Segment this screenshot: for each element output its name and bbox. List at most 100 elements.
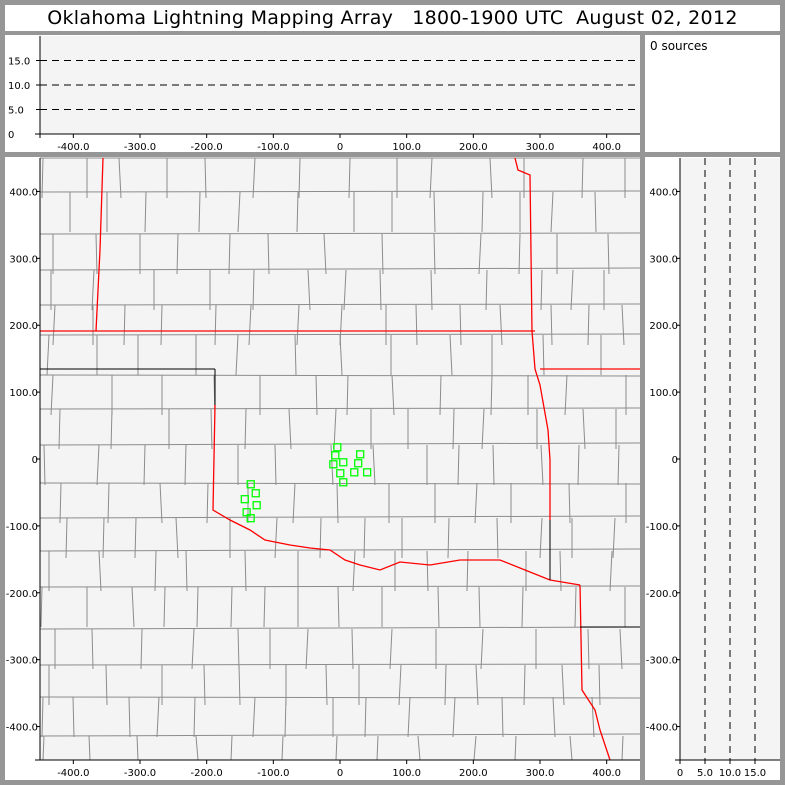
county-line <box>305 628 309 670</box>
county-line <box>39 548 641 552</box>
county-line <box>95 233 98 275</box>
county-line <box>612 517 616 559</box>
county-line <box>196 586 199 628</box>
county-line <box>42 735 45 761</box>
y-tick-label: 0 <box>8 130 14 141</box>
county-line <box>50 374 54 416</box>
state-border <box>579 584 611 761</box>
county-line <box>582 408 586 450</box>
county-line <box>577 444 580 486</box>
county-line <box>281 735 284 761</box>
county-line <box>274 444 277 486</box>
county-line <box>352 550 356 592</box>
station-marker <box>246 480 255 489</box>
y-tick-label: -100.0 <box>646 522 678 533</box>
county-line <box>591 696 595 738</box>
x-tick-label: 100.0 <box>392 142 421 153</box>
county-line <box>91 269 95 311</box>
x-tick-label: -400.0 <box>57 768 89 779</box>
station-marker <box>252 501 261 510</box>
x-tick-label: 5.0 <box>697 768 713 779</box>
county-line <box>41 157 44 199</box>
county-boundaries <box>39 157 641 761</box>
county-line <box>540 444 544 486</box>
county-line <box>140 628 143 670</box>
county-line <box>134 517 137 559</box>
y-tick-label: 15.0 <box>8 57 30 68</box>
x-tick-label: 15.0 <box>744 768 766 779</box>
county-line <box>39 232 641 235</box>
station-marker <box>362 468 372 477</box>
county-line <box>292 482 296 524</box>
y-tick-label: -100.0 <box>6 522 38 533</box>
county-line <box>480 628 484 670</box>
county-line <box>594 191 597 233</box>
county-line <box>198 191 201 233</box>
y-tick-label: 0 <box>32 455 38 466</box>
county-line <box>457 444 460 486</box>
county-line <box>98 550 102 592</box>
y-tick-label: -300.0 <box>646 656 678 667</box>
county-line <box>184 444 187 486</box>
county-line <box>72 696 75 738</box>
axes: -400.0 -300.0 -200.0 -100.0 0 100.0 200.0 300.0… <box>6 36 780 779</box>
county-line <box>296 304 300 346</box>
x-tick-label: 300.0 <box>526 142 555 153</box>
x-tick-label: -100.0 <box>257 768 289 779</box>
source-count-panel: 0 sources <box>645 35 780 152</box>
x-tick-label: 200.0 <box>459 768 488 779</box>
county-line <box>475 664 479 706</box>
state-border <box>95 157 104 332</box>
county-line <box>39 267 641 271</box>
lma-stations <box>240 443 372 523</box>
county-line <box>144 191 147 233</box>
county-line <box>46 334 50 376</box>
county-line <box>478 233 482 275</box>
county-line <box>91 628 94 670</box>
county-line <box>433 233 436 275</box>
y-tick-label: 5.0 <box>8 106 24 117</box>
county-line <box>621 304 625 346</box>
y-tick-label: 300.0 <box>649 254 678 265</box>
county-line <box>252 696 256 738</box>
station-marker <box>329 460 338 469</box>
x-tick-label: -100.0 <box>257 142 289 153</box>
county-line <box>574 586 577 628</box>
county-line <box>237 191 241 233</box>
county-line <box>351 628 354 670</box>
county-line <box>156 696 160 738</box>
county-line <box>398 664 402 706</box>
station-marker <box>354 459 363 468</box>
county-line <box>449 334 453 376</box>
county-line <box>128 696 131 738</box>
station-marker <box>356 450 365 459</box>
x-tick-label: 400.0 <box>592 142 621 153</box>
y-tick-label: -400.0 <box>6 723 38 734</box>
county-line <box>210 408 213 450</box>
county-line <box>372 444 376 486</box>
y-tick-label: -200.0 <box>646 589 678 600</box>
county-line <box>39 515 641 519</box>
county-line <box>363 517 366 559</box>
county-line <box>143 444 146 486</box>
county-line <box>552 696 556 738</box>
county-line <box>296 191 299 233</box>
county-line <box>550 304 553 346</box>
county-line <box>235 334 239 376</box>
county-line <box>107 482 110 524</box>
county-line <box>452 408 455 450</box>
state-border <box>514 157 551 520</box>
county-line <box>570 269 574 311</box>
county-line <box>415 304 418 346</box>
y-tick-label: -400.0 <box>646 723 678 734</box>
x-tick-label: -200.0 <box>191 142 223 153</box>
county-line <box>459 304 462 346</box>
county-line <box>159 482 163 524</box>
county-line <box>381 233 384 275</box>
county-line <box>426 550 429 592</box>
county-line <box>496 517 499 559</box>
county-line <box>252 269 255 311</box>
x-tick-label: -400.0 <box>57 142 89 153</box>
county-line <box>307 269 311 311</box>
county-line <box>238 664 241 706</box>
